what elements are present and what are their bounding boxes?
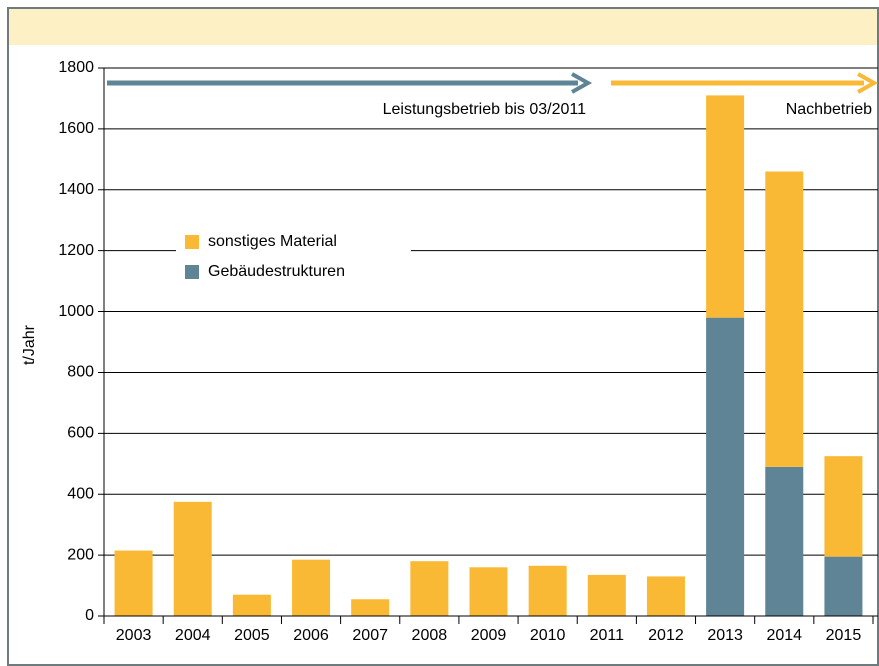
y-tick-label: 1000: [58, 303, 94, 320]
bar-segment: [351, 599, 390, 616]
legend-bg: [176, 228, 411, 286]
y-tick-label: 0: [85, 607, 94, 624]
bar-segment: [173, 501, 212, 616]
bar-segment: [232, 594, 271, 616]
annotation-label: Leistungsbetrieb bis 03/2011: [383, 101, 587, 118]
bar-segment: [706, 95, 745, 318]
legend-label: sonstiges Material: [208, 233, 337, 250]
annotation-arrowhead: [571, 72, 593, 94]
y-tick-label: 1800: [58, 59, 94, 76]
bar-segment: [765, 466, 804, 616]
x-tick-label: 2015: [826, 627, 862, 644]
y-tick-label: 1200: [58, 242, 94, 259]
bar-segment: [292, 559, 331, 616]
x-tick-label: 2005: [234, 627, 270, 644]
x-tick-label: 2004: [175, 627, 211, 644]
legend-label: Gebäudestrukturen: [208, 263, 345, 280]
y-tick-label: 1400: [58, 181, 94, 198]
x-tick-label: 2007: [352, 627, 388, 644]
legend-swatch: [185, 265, 199, 279]
legend-swatch: [185, 235, 199, 249]
x-tick-label: 2009: [471, 627, 507, 644]
bar-segment: [824, 556, 863, 616]
x-tick-label: 2013: [707, 627, 743, 644]
bar-segment: [469, 567, 508, 616]
x-tick-label: 2006: [293, 627, 329, 644]
x-tick-label: 2003: [116, 627, 152, 644]
header-band: [9, 9, 877, 45]
y-tick-label: 800: [67, 364, 94, 381]
bar-segment: [765, 171, 804, 467]
annotation-label: Nachbetrieb: [786, 101, 872, 118]
bar-segment: [587, 574, 626, 616]
y-tick-label: 600: [67, 425, 94, 442]
y-axis-label: t/Jahr: [21, 324, 38, 365]
y-tick-label: 1600: [58, 120, 94, 137]
bar-segment: [410, 561, 449, 616]
bar-segment: [528, 565, 567, 616]
x-tick-label: 2012: [648, 627, 684, 644]
x-tick-label: 2008: [412, 627, 448, 644]
bar-segment: [824, 456, 863, 557]
y-tick-label: 400: [67, 485, 94, 502]
bar-segment: [706, 317, 745, 616]
bar-segment: [646, 576, 685, 616]
y-tick-label: 200: [67, 546, 94, 563]
bar-segment: [114, 550, 153, 616]
x-tick-label: 2011: [590, 627, 625, 644]
x-tick-label: 2010: [530, 627, 566, 644]
x-tick-label: 2014: [766, 627, 802, 644]
annotation-arrowhead: [857, 72, 879, 94]
